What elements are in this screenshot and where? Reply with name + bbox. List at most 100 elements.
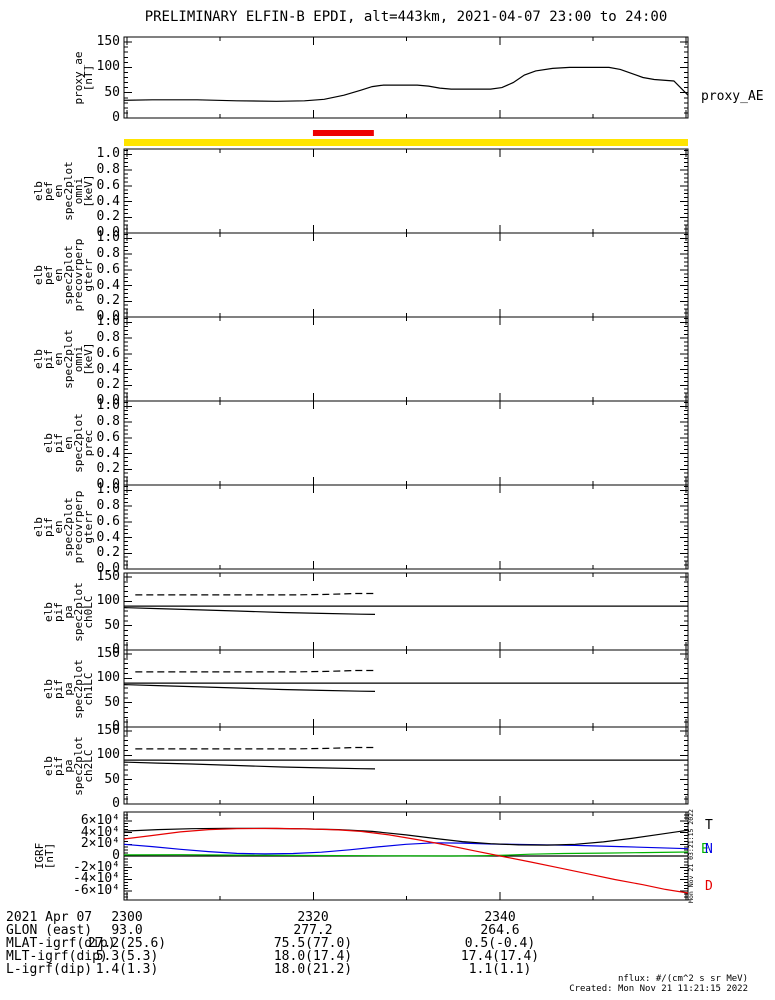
- ytick-label-pef_gterr: 0.2: [96, 293, 120, 309]
- ytick-label-pa_ch1lc: 100: [96, 670, 120, 686]
- ytick-label-pif_omni: 1.0: [96, 314, 120, 330]
- series-pa_ch0lc-loss-cone: [123, 607, 376, 615]
- panel-frame-pef_gterr: [123, 232, 689, 318]
- panel-frame-pif_omni: [123, 316, 689, 402]
- ytick-label-pef_omni: 0.0: [96, 225, 120, 240]
- tick-l: 1.4(1.3): [95, 962, 159, 977]
- ytick-label-pa_ch2lc: 100: [96, 747, 120, 763]
- ytick-label-pif_gterr: 0.4: [96, 529, 120, 545]
- creation-timestamp-vertical: Mon Nov 21 03:21:15 2022: [687, 809, 695, 903]
- tick-glon: 277.2: [293, 923, 333, 938]
- ytick-label-igrf: -6×10⁴: [73, 883, 120, 899]
- tick-time: 2300: [111, 910, 143, 925]
- created-timestamp: Created: Mon Nov 21 11:21:15 2022: [569, 984, 748, 994]
- panel-frame-pif_prec: [123, 400, 689, 486]
- ytick-label-pef_gterr: 1.0: [96, 230, 120, 246]
- axis-row-mlat: MLAT-igrf(dip): [6, 936, 116, 951]
- yellow_bar: [124, 139, 688, 146]
- axis-row-l: L-igrf(dip): [6, 962, 93, 977]
- axis-row-mlt: MLT-igrf(dip): [6, 949, 108, 964]
- ytick-label-pif_omni: 0.6: [96, 345, 120, 361]
- tick-glon: 264.6: [480, 923, 520, 938]
- ytick-label-pa_ch2lc: 0: [112, 796, 120, 811]
- axis-row-date: 2021 Apr 07: [6, 910, 93, 925]
- ytick-label-igrf: 2×10⁴: [80, 836, 120, 852]
- ytick-label-pef_gterr: 0.4: [96, 277, 120, 293]
- series-pa_ch1lc-loss-cone: [123, 684, 376, 692]
- tick-glon: 93.0: [111, 923, 143, 938]
- ytick-label-pa_ch2lc: 50: [104, 771, 120, 787]
- ytick-label-pa_ch0lc: 100: [96, 593, 120, 609]
- axis-row-glon: GLON (east): [6, 923, 93, 938]
- panel-label-pef_gterr: elb pef en spec2plot precovrperp gterr: [32, 238, 95, 312]
- tick-time: 2340: [484, 910, 516, 925]
- ytick-label-pef_omni: 0.8: [96, 162, 120, 178]
- bottom-axis-row-labels: 2021 Apr 07 GLON (east) MLAT-igrf(dip) M…: [6, 911, 116, 976]
- ytick-label-pef_omni: 0.6: [96, 177, 120, 193]
- ytick-label-pef_gterr: 0.8: [96, 246, 120, 262]
- axis-column-2300: 2300 93.0 27.2(25.6) 5.3(5.3) 1.4(1.3): [42, 911, 212, 976]
- red_bar: [312, 130, 374, 136]
- ytick-label-igrf: -2×10⁴: [73, 859, 120, 875]
- panel-label-proxy_ae: proxy_ae [nT]: [72, 51, 95, 104]
- ytick-label-pif_gterr: 0.6: [96, 513, 120, 529]
- tick-mlt: 5.3(5.3): [95, 949, 159, 964]
- series-proxy_ae-proxy_AE: [123, 66, 689, 102]
- series-pa_ch0lc-anti-loss-cone: [135, 592, 375, 596]
- ytick-label-proxy_ae: 0: [112, 110, 120, 125]
- ytick-label-pif_prec: 1.0: [96, 398, 120, 414]
- ytick-label-pif_gterr: 0.0: [96, 561, 120, 576]
- ytick-label-proxy_ae: 50: [104, 84, 120, 100]
- ytick-label-pif_omni: 0.0: [96, 393, 120, 408]
- series-igrf-E: [123, 851, 689, 857]
- tick-l: 18.0(21.2): [273, 962, 353, 977]
- panel-frame-proxy_ae: [123, 36, 689, 119]
- ytick-label-pa_ch0lc: 0: [112, 642, 120, 657]
- panel-frame-pa_ch0lc: [123, 572, 689, 651]
- ytick-label-pa_ch0lc: 150: [96, 568, 120, 584]
- tick-mlt: 17.4(17.4): [460, 949, 540, 964]
- tick-mlat: 75.5(77.0): [273, 936, 353, 951]
- panel-label-pif_omni: elb pif en spec2plot omni [keV]: [32, 329, 95, 389]
- ytick-label-pa_ch2lc: 150: [96, 722, 120, 738]
- ytick-label-igrf: 4×10⁴: [80, 824, 120, 840]
- ytick-label-pa_ch1lc: 0: [112, 719, 120, 734]
- series-pa_ch1lc-anti-loss-cone: [135, 669, 375, 673]
- axis-column-2340: 2340 264.6 0.5(-0.4) 17.4(17.4) 1.1(1.1): [415, 911, 585, 976]
- igrf-legend-D: D: [705, 879, 713, 894]
- ytick-label-pif_gterr: 1.0: [96, 482, 120, 498]
- tick-l: 1.1(1.1): [468, 962, 532, 977]
- proxy-ae-right-label: proxy_AE: [701, 89, 764, 104]
- ytick-label-pef_omni: 0.4: [96, 193, 120, 209]
- panel-frame-pa_ch1lc: [123, 649, 689, 728]
- panel-label-pa_ch0lc: elb pif pa spec2plot ch0LC: [42, 581, 95, 642]
- panel-frame-pa_ch2lc: [123, 726, 689, 805]
- ytick-label-proxy_ae: 100: [96, 59, 120, 75]
- ytick-label-pif_prec: 0.2: [96, 461, 120, 477]
- panel-label-pa_ch2lc: elb pif pa spec2plot ch2LC: [42, 735, 95, 796]
- igrf-legend-N: N: [705, 842, 713, 857]
- ytick-label-pif_prec: 0.4: [96, 445, 120, 461]
- panel-label-pif_prec: elb pif en spec2plot prec: [42, 413, 95, 473]
- footer-notes: nflux: #/(cm^2 s sr MeV) Created: Mon No…: [569, 974, 748, 994]
- plot-title: PRELIMINARY ELFIN-B EPDI, alt=443km, 202…: [144, 9, 668, 25]
- series-pa_ch2lc-anti-loss-cone: [135, 746, 375, 750]
- panel-frame-pif_gterr: [123, 484, 689, 570]
- ytick-label-proxy_ae: 150: [96, 34, 120, 50]
- ytick-label-pa_ch1lc: 50: [104, 694, 120, 710]
- tick-mlat: 27.2(25.6): [87, 936, 167, 951]
- ytick-label-igrf: 0: [112, 848, 120, 863]
- ytick-label-pef_gterr: 0.6: [96, 261, 120, 277]
- series-igrf-T: [123, 827, 689, 846]
- ytick-label-pa_ch0lc: 50: [104, 617, 120, 633]
- panel-label-pef_omni: elb pef en spec2plot omni [keV]: [32, 161, 95, 221]
- ytick-label-igrf: 6×10⁴: [80, 812, 120, 828]
- ytick-label-pif_omni: 0.2: [96, 377, 120, 393]
- tick-time: 2320: [297, 910, 329, 925]
- series-pa_ch2lc-loss-cone: [123, 761, 376, 770]
- axis-column-2320: 2320 277.2 75.5(77.0) 18.0(17.4) 18.0(21…: [228, 911, 398, 976]
- ytick-label-pif_omni: 0.8: [96, 330, 120, 346]
- panel-label-igrf: IGRF [nT]: [33, 842, 56, 870]
